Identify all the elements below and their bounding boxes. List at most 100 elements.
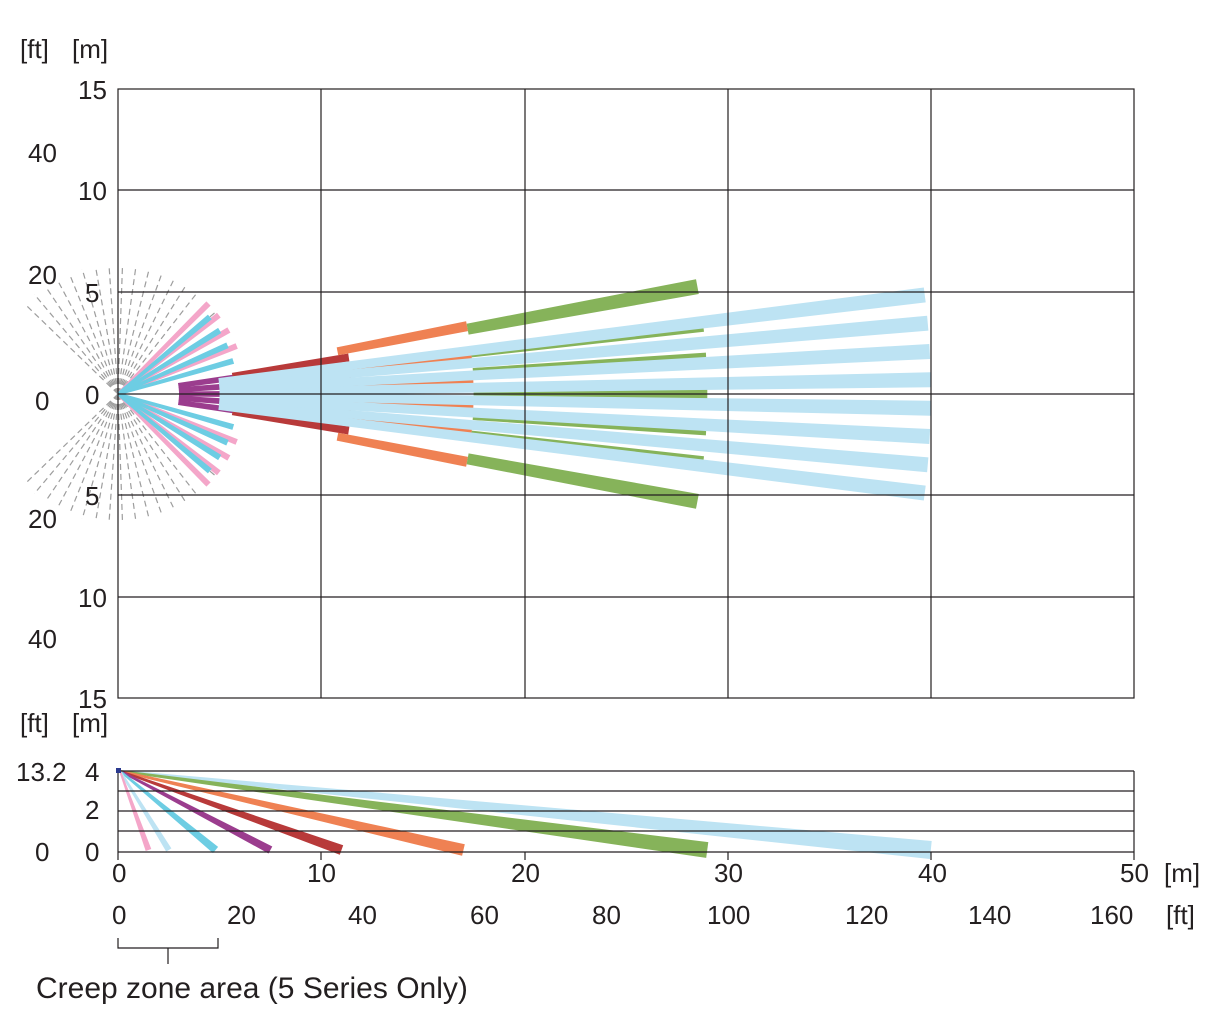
side-beam-lightblue-far: [119, 770, 932, 859]
creep-zone-ray: [56, 393, 119, 510]
creep-zone-beams: [24, 267, 218, 521]
creep-zone-ray: [117, 271, 164, 395]
x-ft-tick: 0: [112, 900, 126, 930]
top-ft-unit: [ft]: [20, 34, 49, 64]
creep-zone-ray: [81, 268, 119, 395]
detection-beam-cyan: [117, 392, 212, 474]
creep-zone-ray: [117, 393, 164, 517]
ft-tick-label: 20: [28, 504, 57, 534]
side-m-unit: [m]: [72, 708, 108, 738]
creep-zone-bracket: [117, 938, 219, 964]
x-m-unit: [m]: [1164, 858, 1200, 888]
creep-zone-ray: [24, 393, 119, 485]
creep-zone-ray: [33, 393, 119, 494]
m-tick-label: 10: [78, 583, 107, 613]
creep-zone-ray: [44, 285, 119, 395]
height-m-tick: 0: [85, 837, 99, 867]
x-ft-tick: 120: [845, 900, 888, 930]
m-tick-label: 15: [78, 75, 107, 105]
detection-beam-lightblue: [218, 399, 929, 473]
x-m-tick: 10: [307, 858, 336, 888]
detection-beam-cyan: [117, 392, 222, 461]
creep-zone-ray: [33, 294, 119, 395]
detection-beam-lightblue: [219, 344, 931, 393]
creep-zone-ray: [108, 393, 119, 521]
sensor-mount-marker: [116, 768, 121, 773]
creep-zone-ray: [117, 393, 137, 521]
detection-beam-lightblue: [219, 395, 931, 444]
creep-zone-ray: [117, 291, 199, 395]
side-view-grid: [117, 770, 1135, 860]
height-m-tick: 2: [85, 795, 99, 825]
creep-zone-ray: [108, 267, 119, 395]
x-ft-tick: 160: [1090, 900, 1133, 930]
x-m-tick: 20: [511, 858, 540, 888]
x-ft-tick: 80: [592, 900, 621, 930]
ft-tick-label: 40: [28, 138, 57, 168]
detection-beam-lightblue: [218, 315, 929, 389]
m-tick-label: 0: [85, 380, 99, 410]
height-ft-tick: 13.2: [16, 757, 67, 787]
detection-beam-lightblue: [219, 372, 931, 396]
creep-zone-ray: [68, 273, 119, 395]
detection-beam-red: [231, 409, 350, 435]
creep-zone-ray: [117, 267, 150, 395]
creep-zone-ray: [95, 267, 119, 395]
top-m-unit: [m]: [72, 34, 108, 64]
detection-beam-lightblue: [218, 287, 926, 386]
creep-zone-caption: Creep zone area (5 Series Only): [36, 972, 468, 1005]
m-tick-label: 15: [78, 684, 107, 714]
x-m-tick: 0: [112, 858, 126, 888]
x-ft-unit: [ft]: [1166, 900, 1195, 930]
creep-zone-ray: [117, 393, 123, 521]
x-ft-tick: 20: [227, 900, 256, 930]
x-m-tick: 50: [1120, 858, 1149, 888]
x-ft-tick: 100: [707, 900, 750, 930]
side-view-beams: [119, 770, 932, 859]
creep-zone-ray: [24, 303, 119, 395]
creep-zone-ray: [117, 276, 176, 395]
detection-beam-lightblue: [219, 392, 931, 416]
detection-beam-orange: [336, 321, 468, 356]
creep-zone-ray: [117, 267, 123, 395]
x-m-tick: 40: [918, 858, 947, 888]
m-tick-label: 10: [78, 176, 107, 206]
m-tick-label: 5: [85, 278, 99, 308]
side-beam-green: [119, 770, 709, 858]
detection-beam-lightblue: [218, 402, 926, 501]
m-tick-label: 5: [85, 481, 99, 511]
ft-tick-label: 20: [28, 260, 57, 290]
creep-zone-ray: [117, 393, 188, 505]
creep-zone-ray: [95, 393, 119, 521]
creep-zone-ray: [81, 393, 119, 520]
creep-zone-ray: [117, 283, 188, 395]
x-ft-tick: 140: [968, 900, 1011, 930]
side-ft-unit: [ft]: [20, 708, 49, 738]
creep-zone-ray: [117, 393, 176, 512]
creep-zone-ray: [68, 393, 119, 515]
creep-zone-ray: [56, 278, 119, 395]
x-ft-tick: 40: [348, 900, 377, 930]
detection-beam-pink: [116, 392, 211, 487]
ft-tick-label: 40: [28, 624, 57, 654]
creep-zone-ray: [117, 393, 199, 497]
detection-beam-cyan: [117, 327, 222, 396]
x-m-tick: 30: [714, 858, 743, 888]
ft-tick-label: 0: [35, 386, 49, 416]
detection-zone-beams: [116, 279, 931, 509]
height-ft-tick: 0: [35, 837, 49, 867]
detection-beam-orange: [336, 432, 468, 467]
x-ft-tick: 60: [470, 900, 499, 930]
creep-zone-ray: [117, 267, 137, 395]
creep-zone-ray: [117, 393, 150, 521]
detection-beam-red: [231, 353, 350, 379]
detection-beam-cyan: [117, 358, 235, 396]
detection-beam-cyan: [117, 342, 229, 396]
top-view-grid: [117, 88, 1135, 699]
creep-zone-ray: [44, 393, 119, 503]
detection-beam-cyan: [117, 314, 212, 396]
detection-beam-cyan: [117, 392, 235, 430]
height-m-tick: 4: [85, 757, 99, 787]
